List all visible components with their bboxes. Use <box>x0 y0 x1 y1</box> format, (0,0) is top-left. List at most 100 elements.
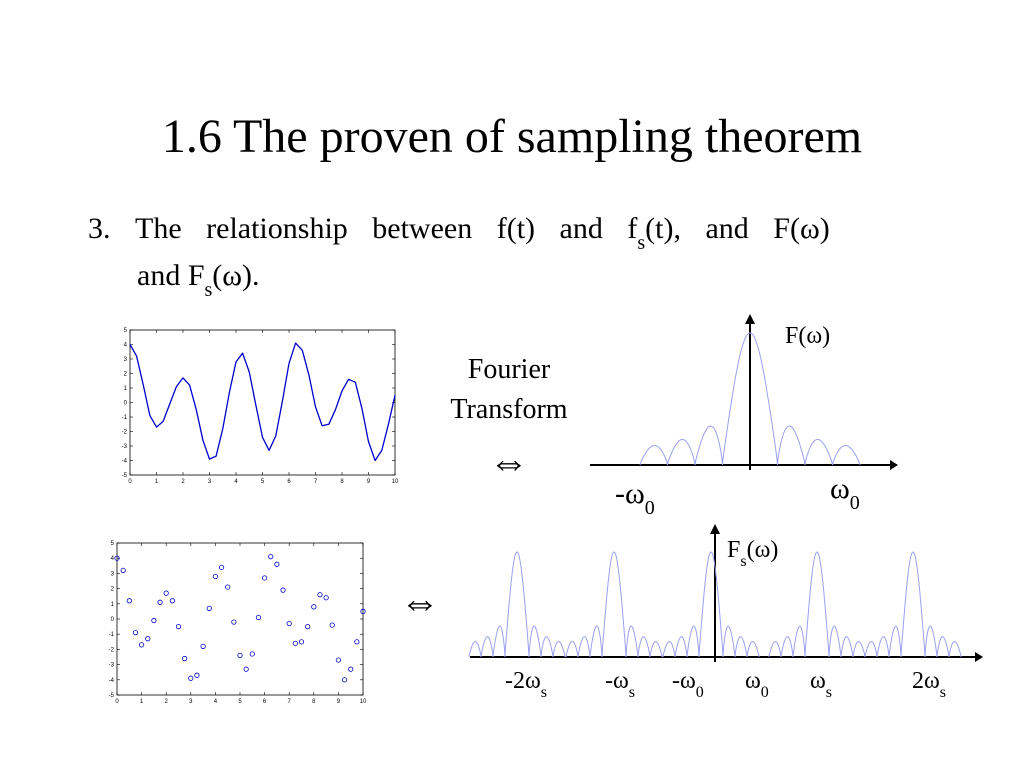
freq-tick: 2ωs <box>912 668 946 701</box>
sample-point <box>311 604 317 610</box>
subscript: s <box>205 279 213 301</box>
freq-tick: ω0 <box>745 668 769 701</box>
freq-tick: -2ωs <box>505 668 547 701</box>
sample-point <box>292 640 298 646</box>
item-text: The relationship between f(t) and f <box>135 212 637 245</box>
y-tick-label: 0 <box>111 617 115 623</box>
spectrum-label: Fs(ω) <box>727 537 778 570</box>
fourier-label: Transform <box>450 394 567 425</box>
arrow <box>890 460 898 470</box>
sample-point <box>139 642 145 648</box>
item-text: (ω). <box>212 259 259 292</box>
item-line: and Fs(ω). <box>137 259 260 301</box>
sample-point <box>305 623 311 630</box>
sample-point <box>237 652 243 659</box>
subscript: s <box>940 684 946 701</box>
equiv-symbol: ⇔ <box>489 439 529 484</box>
y-tick-label: 5 <box>124 328 128 334</box>
freq-text: ω <box>810 668 826 694</box>
sample-point <box>274 561 280 567</box>
y-tick-label: 2 <box>111 587 115 593</box>
x-tick-label: 5 <box>261 479 265 485</box>
y-tick-label: 1 <box>111 602 115 608</box>
sample-point <box>298 639 305 645</box>
x-tick-label: 2 <box>165 699 169 705</box>
y-tick-label: -5 <box>122 473 128 479</box>
sample-point <box>329 622 335 628</box>
spectrum-diagrams <box>468 314 983 662</box>
x-tick-label: 3 <box>208 479 212 485</box>
x-tick-label: 9 <box>337 699 341 705</box>
subscript: s <box>541 684 547 701</box>
y-tick-label: -5 <box>109 693 115 699</box>
sample-point <box>157 599 163 605</box>
sample-point <box>360 608 366 615</box>
item-text: and F <box>137 259 205 292</box>
fourier-label: Fourier <box>468 354 551 385</box>
subscript: s <box>637 232 645 254</box>
spectrum-curve <box>864 551 962 658</box>
freq-tick: -ω0 <box>672 668 704 701</box>
item-line: The relationship between f(t) and fs(t),… <box>135 212 830 254</box>
item-number: 3. <box>88 212 111 245</box>
subscript: 0 <box>761 684 769 701</box>
x-tick-label: 8 <box>340 479 344 485</box>
label-text: (ω) <box>747 537 779 563</box>
sample-point <box>120 567 126 573</box>
slide-title: 1.6 The proven of sampling theorem <box>162 110 862 163</box>
x-tick-label: 2 <box>181 479 185 485</box>
spectrum-curve <box>565 551 663 658</box>
sample-point <box>268 554 274 560</box>
sample-point <box>348 666 354 672</box>
x-tick-label: 7 <box>314 479 318 485</box>
x-tick-label: 1 <box>140 699 144 705</box>
y-tick-label: 5 <box>111 541 115 547</box>
plot: -5 -4 -3 -2 -1 0 1 2 3 4 5 0 1 2 3 4 5 6 7 8 9 10 <box>122 328 399 485</box>
sample-point <box>126 598 132 604</box>
sample-point <box>206 605 212 611</box>
freq-text: -ω <box>605 668 629 694</box>
freq-tick: ωs <box>810 668 832 701</box>
sample-point <box>354 639 360 645</box>
freq-tick: -ωs <box>605 668 635 701</box>
y-tick-label: -4 <box>122 459 128 465</box>
x-tick-label: 10 <box>360 699 367 705</box>
plot: -5 -4 -3 -2 -1 0 1 2 3 4 5 0 1 2 3 4 5 6 7 8 9 10 <box>109 541 367 705</box>
arrow <box>975 652 983 662</box>
plot-frame <box>116 542 364 696</box>
freq-tick: ω0 <box>830 472 860 514</box>
x-tick-label: 4 <box>214 699 218 705</box>
freq-tick: -ω0 <box>615 477 655 519</box>
x-tick-label: 6 <box>287 479 291 485</box>
y-tick-label: 4 <box>124 343 128 349</box>
sample-point <box>151 617 157 624</box>
freq-text: ω <box>830 472 850 505</box>
subscript: s <box>629 684 635 701</box>
y-tick-label: -2 <box>109 647 115 653</box>
sample-point <box>132 630 139 636</box>
sample-point <box>261 575 268 581</box>
y-tick-label: -2 <box>122 430 128 436</box>
sample-point <box>225 584 231 590</box>
sample-point <box>114 555 120 561</box>
freq-text: -ω <box>615 477 645 510</box>
sample-point <box>255 614 262 621</box>
sample-point <box>231 619 237 625</box>
subscript: s <box>826 684 832 701</box>
y-tick-label: -1 <box>122 415 128 421</box>
bottom-freq-ticks: -2ωs -ωs -ω0 ω0 ωs 2ωs <box>505 668 946 701</box>
y-tick-label: 3 <box>111 571 115 577</box>
sample-point <box>335 657 341 663</box>
y-tick-label: -3 <box>109 663 115 669</box>
spectrum-curve <box>768 551 866 658</box>
subscript: 0 <box>696 684 704 701</box>
sample-point <box>243 666 249 672</box>
sample-point <box>218 564 225 570</box>
x-tick-label: 5 <box>238 699 242 705</box>
sample-point <box>175 623 182 630</box>
y-tick-label: -1 <box>109 632 115 638</box>
y-tick-label: -3 <box>122 444 128 450</box>
x-tick-label: 0 <box>115 699 119 705</box>
